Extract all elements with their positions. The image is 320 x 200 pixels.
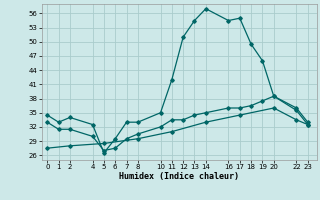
X-axis label: Humidex (Indice chaleur): Humidex (Indice chaleur) bbox=[119, 172, 239, 181]
